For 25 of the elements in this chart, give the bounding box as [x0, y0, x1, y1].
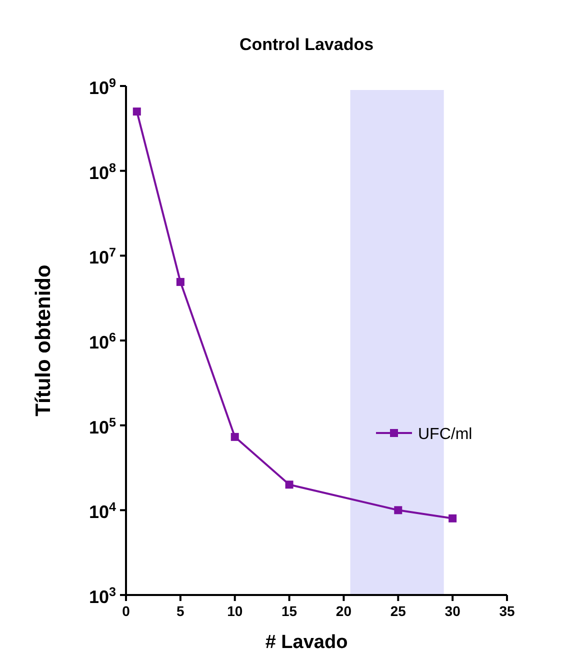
point: [285, 480, 294, 489]
x-tick-label: 20: [336, 603, 352, 619]
point: [176, 278, 184, 286]
y-tick-label: 10$^{3}$: [88, 585, 116, 607]
x-tick-label: 30: [444, 603, 461, 619]
y-tick-label: 10$^{7}$: [88, 246, 116, 268]
x-tick-label: 15: [281, 603, 298, 619]
y-tick-label: 10$^{4}$: [88, 500, 116, 522]
y-tick-label: 10$^{9}$: [88, 76, 116, 98]
point: [394, 506, 402, 514]
x-tick-label: 10: [227, 603, 243, 619]
y-tick-label: 10$^{6}$: [88, 330, 116, 352]
chart-title: Control Lavados: [239, 35, 374, 54]
x-tick-label: 5: [176, 603, 185, 619]
x-axis-title: # Lavado: [265, 632, 348, 653]
x-tick-label: 25: [390, 603, 406, 619]
x-tick-label: 35: [499, 603, 515, 619]
point: [230, 432, 239, 441]
legend-label: UFC/ml: [418, 426, 472, 443]
point: [132, 108, 141, 116]
y-tick-label: 10$^{8}$: [88, 160, 116, 183]
y-tick-label: 10$^{5}$: [88, 415, 116, 438]
point: [448, 514, 457, 522]
y-axis-title: Título obtenido: [32, 264, 55, 416]
x-tick-label: 0: [122, 603, 130, 619]
